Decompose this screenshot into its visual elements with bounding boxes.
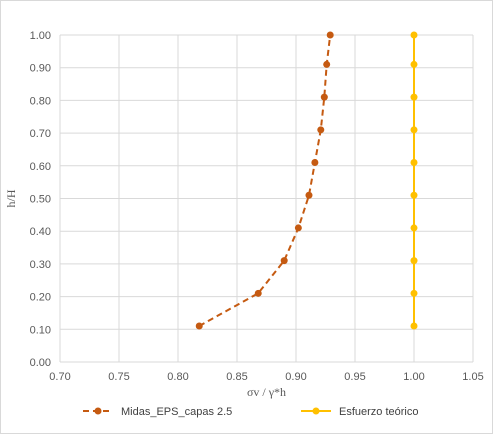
data-point [195, 322, 203, 330]
data-point [410, 126, 418, 134]
data-point [326, 31, 334, 39]
data-point [410, 159, 418, 167]
data-point [305, 191, 313, 199]
data-point [410, 257, 418, 265]
legend-item: Midas_EPS_capas 2.5 [83, 406, 232, 418]
legend-marker [312, 407, 320, 415]
data-point [323, 60, 331, 68]
y-tick-label: 0.20 [30, 292, 51, 304]
y-tick-label: 0.30 [30, 259, 51, 271]
y-tick-label: 0.60 [30, 161, 51, 173]
y-tick-label: 1.00 [30, 30, 51, 42]
x-tick-label: 0.75 [108, 371, 129, 383]
y-tick-label: 0.40 [30, 226, 51, 238]
data-point [311, 159, 319, 167]
y-tick-label: 0.10 [30, 324, 51, 336]
data-point [410, 224, 418, 232]
legend-item: Esfuerzo teórico [301, 406, 418, 418]
data-point [280, 257, 288, 265]
x-tick-label: 0.80 [167, 371, 188, 383]
data-point [410, 289, 418, 297]
data-point [410, 93, 418, 101]
x-tick-label: 1.05 [462, 371, 483, 383]
plot-series [195, 31, 418, 330]
y-axis-title: h/H [4, 189, 18, 207]
series-2 [410, 31, 418, 330]
data-point [410, 31, 418, 39]
x-tick-label: 0.70 [49, 371, 70, 383]
y-tick-label: 0.00 [30, 357, 51, 369]
data-point [410, 191, 418, 199]
data-point [410, 60, 418, 68]
x-axis-title: σv / γ*h [247, 385, 286, 399]
data-point [320, 93, 328, 101]
legend-label: Midas_EPS_capas 2.5 [121, 406, 232, 418]
legend-label: Esfuerzo teórico [339, 406, 418, 418]
x-tick-label: 1.00 [403, 371, 424, 383]
y-axis-tick-labels: 0.00 0.10 0.20 0.30 0.40 0.50 0.60 0.70 0.80 0.90… [30, 30, 51, 369]
legend: Midas_EPS_capas 2.5 Esfuerzo teórico [83, 406, 418, 418]
series-line [198, 34, 332, 327]
y-tick-label: 0.70 [30, 128, 51, 140]
legend-marker [94, 407, 102, 415]
y-tick-label: 0.90 [30, 63, 51, 75]
data-point [294, 224, 302, 232]
x-axis-tick-labels: 0.70 0.75 0.80 0.85 0.90 0.95 1.00 1.05 [49, 371, 483, 383]
data-point [254, 289, 262, 297]
data-point [317, 126, 325, 134]
x-tick-label: 0.85 [226, 371, 247, 383]
y-tick-label: 0.80 [30, 95, 51, 107]
x-tick-label: 0.90 [285, 371, 306, 383]
series-1 [195, 31, 334, 330]
gridlines [59, 34, 474, 363]
data-point [410, 322, 418, 330]
y-tick-label: 0.50 [30, 194, 51, 206]
x-tick-label: 0.95 [344, 371, 365, 383]
